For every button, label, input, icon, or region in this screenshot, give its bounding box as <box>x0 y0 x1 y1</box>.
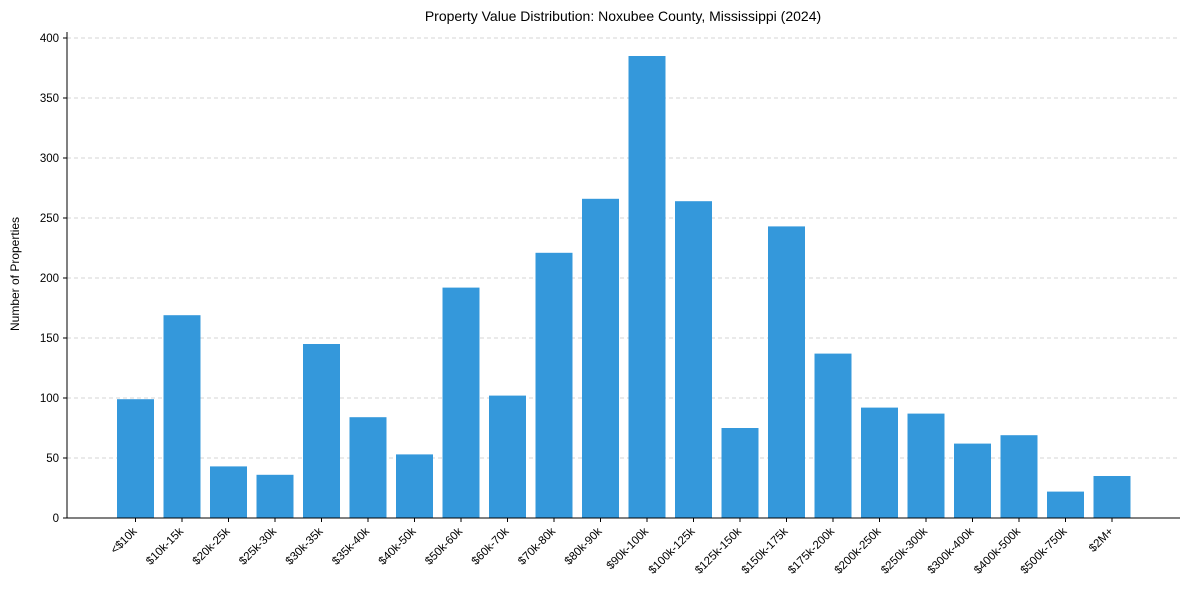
y-tick-label: 50 <box>46 453 59 465</box>
y-tick-label: 200 <box>40 273 59 285</box>
bar <box>117 399 154 518</box>
x-tick-label: $250k-300k <box>879 525 930 576</box>
bar <box>396 454 433 518</box>
bar <box>675 201 712 518</box>
y-ticks: 0 50 100 150 200 250 300 350 400 <box>40 33 67 525</box>
bar <box>349 417 387 518</box>
x-tick-label: $500k-750k <box>1019 525 1070 576</box>
x-tick-label: $50k-60k <box>423 525 465 567</box>
y-tick-label: 350 <box>40 93 59 105</box>
bar <box>721 428 759 518</box>
x-tick-label: $125k-150k <box>693 525 744 576</box>
bar <box>256 474 294 518</box>
bar <box>768 226 805 518</box>
x-tick-label: $90k-100k <box>605 525 652 572</box>
y-tick-label: 0 <box>53 513 59 525</box>
y-axis-label: Number of Properties <box>8 217 22 331</box>
x-tick-label: $80k-90k <box>563 525 605 567</box>
bar <box>907 413 945 518</box>
x-tick-label: $10k-15k <box>144 525 186 567</box>
y-tick-label: 100 <box>40 393 59 405</box>
x-tick-label: $100k-125k <box>647 525 698 576</box>
x-tick-label: $70k-80k <box>516 525 558 567</box>
bar <box>861 407 898 518</box>
y-tick-label: 400 <box>40 33 59 45</box>
bar <box>1093 476 1131 518</box>
chart-title: Property Value Distribution: Noxubee Cou… <box>425 8 821 24</box>
bar <box>582 198 619 519</box>
bar <box>303 344 340 518</box>
x-tick-label: $35k-40k <box>330 525 372 567</box>
y-tick-label: 300 <box>40 153 59 165</box>
bar <box>814 353 852 518</box>
x-tick-label: $400k-500k <box>972 525 1023 576</box>
x-tick-label: $200k-250k <box>833 525 884 576</box>
bar <box>535 252 573 519</box>
y-tick-label: 150 <box>40 333 59 345</box>
x-ticks: <$10k $10k-15k $20k-25k $25k-30k $30k-35k $35… <box>109 518 1116 577</box>
bar <box>442 287 480 518</box>
x-tick-label: $2M+ <box>1087 525 1116 554</box>
x-tick-label: $175k-200k <box>786 525 837 576</box>
x-tick-label: $40k-50k <box>377 525 419 567</box>
bar <box>489 395 526 518</box>
x-tick-label: <$10k <box>109 525 140 556</box>
gridlines <box>67 37 1180 459</box>
y-tick-label: 250 <box>40 213 59 225</box>
bars <box>117 56 1131 519</box>
x-tick-label: $60k-70k <box>470 525 512 567</box>
bar <box>628 56 666 518</box>
x-tick-label: $150k-175k <box>740 525 791 576</box>
x-tick-label: $300k-400k <box>926 525 977 576</box>
x-tick-label: $30k-35k <box>284 525 326 567</box>
bar <box>1000 435 1038 518</box>
bar <box>954 443 991 518</box>
x-tick-label: $20k-25k <box>191 525 233 567</box>
bar <box>210 466 247 518</box>
bar <box>163 315 201 518</box>
x-tick-label: $25k-30k <box>237 525 279 567</box>
axes <box>66 32 1180 519</box>
bar <box>1047 491 1084 518</box>
